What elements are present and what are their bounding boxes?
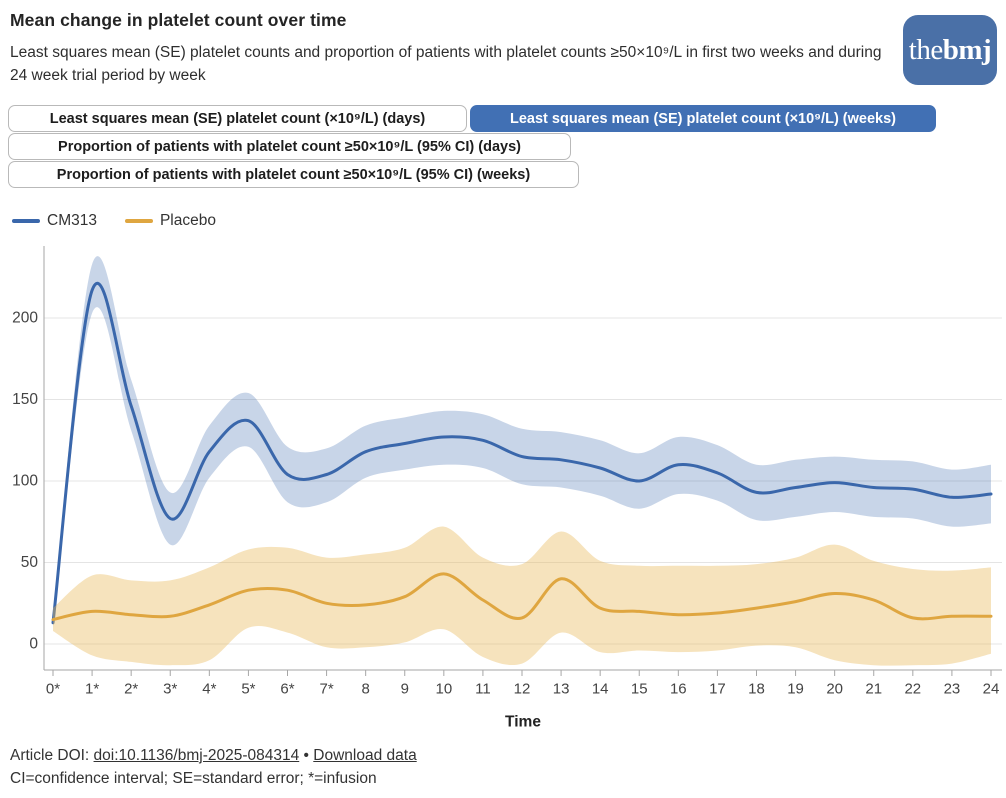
x-tick-label: 15 [631, 681, 648, 698]
placebo-line-swatch [124, 219, 153, 223]
x-tick-label: 12 [514, 681, 531, 698]
bmj-logo[interactable]: the bmj [903, 15, 997, 85]
chart-legend: CM313 Placebo [12, 212, 234, 230]
x-tick-label: 11 [475, 681, 491, 698]
tab-proportion-days[interactable]: Proportion of patients with platelet cou… [8, 133, 571, 160]
platelet-chart: 0 50 100 150 200 0* 1* 2* 3* 4* 5* 6* 7* 8 9 10 11 12 13 14… [0, 232, 1006, 746]
x-tick-label: 0* [46, 681, 60, 698]
legend-item-placebo: Placebo [124, 212, 216, 230]
cm313-line [51, 281, 993, 625]
y-tick-label: 150 [12, 391, 38, 408]
bmj-logo-the: the [908, 33, 943, 66]
cm313-line-swatch [12, 219, 40, 223]
x-tick-label: 23 [944, 681, 961, 698]
x-tick-label: 9 [401, 681, 409, 698]
doi-link[interactable]: doi:10.1136/bmj-2025-084314 [93, 747, 300, 764]
x-tick-label: 17 [709, 681, 726, 698]
tab-proportion-weeks[interactable]: Proportion of patients with platelet cou… [8, 161, 579, 188]
x-tick-label: 5* [241, 681, 255, 698]
download-data-link[interactable]: Download data [313, 747, 417, 764]
legend-label-placebo: Placebo [159, 212, 216, 229]
x-tick-label: 6* [280, 681, 294, 698]
placebo-confidence-band [53, 526, 991, 666]
x-tick-label: 8 [361, 681, 369, 698]
x-tick-label: 22 [904, 681, 921, 698]
x-tick-label: 7* [319, 681, 333, 698]
article-doi-line: Article DOI: doi:10.1136/bmj-2025-084314… [10, 747, 417, 765]
y-tick-label: 200 [12, 310, 38, 327]
bmj-logo-bmj: bmj [942, 33, 992, 66]
x-tick-label: 2* [124, 681, 138, 698]
bullet-separator: • [299, 747, 314, 764]
x-tick-label: 4* [202, 681, 216, 698]
legend-label-cm313: CM313 [47, 212, 97, 229]
x-tick-label: 10 [435, 681, 452, 698]
x-tick-label: 20 [826, 681, 843, 698]
page-title: Mean change in platelet count over time [10, 10, 347, 30]
tab-ls-mean-weeks[interactable]: Least squares mean (SE) platelet count (… [470, 105, 936, 132]
placebo-line [51, 572, 993, 622]
x-tick-label: 24 [983, 681, 1000, 698]
legend-item-cm313: CM313 [12, 212, 97, 230]
platelet-chart-svg: 0 50 100 150 200 0* 1* 2* 3* 4* 5* 6* 7* 8 9 10 11 12 13 14… [12, 246, 1002, 731]
abbreviations-note: CI=confidence interval; SE=standard erro… [10, 770, 377, 787]
doi-prefix: Article DOI: [10, 747, 94, 764]
x-axis-title: Time [505, 714, 541, 731]
y-tick-label: 50 [21, 554, 39, 571]
chart-subtitle: Least squares mean (SE) platelet counts … [10, 44, 882, 84]
x-tick-label: 1* [85, 681, 99, 698]
x-tick-label: 13 [553, 681, 570, 698]
y-tick-label: 100 [12, 473, 38, 490]
x-tick-label: 16 [670, 681, 687, 698]
x-tick-label: 18 [748, 681, 765, 698]
x-tick-label: 3* [163, 681, 177, 698]
x-tick-label: 14 [592, 681, 609, 698]
x-tick-label: 19 [787, 681, 804, 698]
cm313-confidence-band [53, 256, 991, 628]
x-tick-label: 21 [865, 681, 882, 698]
y-tick-label: 0 [29, 636, 38, 653]
tab-ls-mean-days[interactable]: Least squares mean (SE) platelet count (… [8, 105, 467, 132]
